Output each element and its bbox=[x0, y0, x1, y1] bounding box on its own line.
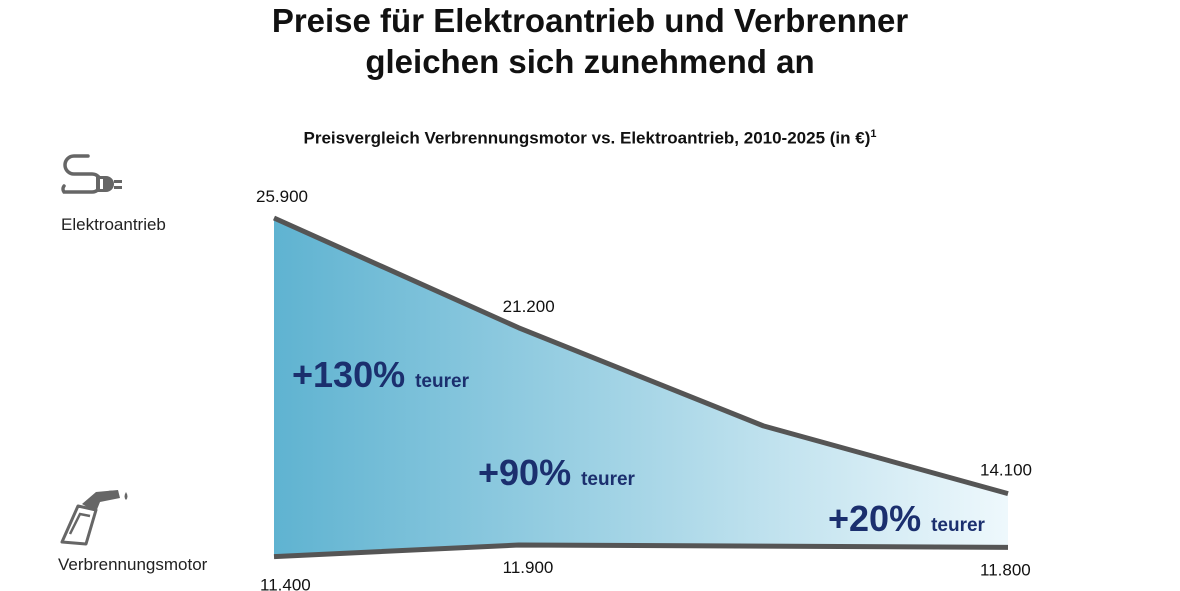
percent-suffix-2: teurer bbox=[931, 515, 985, 536]
fuel-nozzle-icon bbox=[60, 490, 128, 546]
series-line-elektroantrieb bbox=[272, 215, 1009, 497]
percent-annotation-0: +130% teurer bbox=[292, 354, 470, 395]
percent-annotation-2: +20% teurer bbox=[828, 498, 986, 539]
data-label-verbrennungsmotor-1: 11.900 bbox=[503, 558, 554, 577]
combustion-label: Verbrennungsmotor bbox=[58, 555, 208, 574]
percent-value-1: +90% bbox=[478, 452, 581, 493]
percent-suffix-0: teurer bbox=[415, 371, 469, 392]
data-label-elektroantrieb-3: 14.100 bbox=[980, 461, 1032, 480]
data-label-verbrennungsmotor-0: 11.400 bbox=[260, 576, 311, 591]
data-label-verbrennungsmotor-3: 11.800 bbox=[980, 560, 1031, 579]
series-line-verbrennungsmotor bbox=[273, 542, 1009, 560]
data-label-elektroantrieb-1: 21.200 bbox=[503, 297, 555, 316]
title-line-2: gleichen sich zunehmend an bbox=[365, 43, 815, 80]
data-label-elektroantrieb-0: 25.900 bbox=[256, 187, 308, 206]
percent-value-0: +130% bbox=[292, 354, 415, 395]
subtitle-text: Preisvergleich Verbrennungsmotor vs. Ele… bbox=[303, 128, 871, 148]
percent-annotation-1: +90% teurer bbox=[478, 452, 636, 493]
percent-suffix-1: teurer bbox=[581, 469, 635, 490]
title-line-1: Preise für Elektroantrieb und Verbrenner bbox=[271, 2, 909, 39]
plug-icon bbox=[61, 154, 122, 194]
subtitle-footnote: 1 bbox=[870, 128, 877, 140]
electric-label: Elektroantrieb bbox=[61, 215, 166, 234]
chart-subtitle: Preisvergleich Verbrennungsmotor vs. Ele… bbox=[0, 128, 1180, 149]
percent-value-2: +20% bbox=[828, 498, 931, 539]
chart-title: Preise für Elektroantrieb und Verbrenner… bbox=[0, 0, 1180, 82]
